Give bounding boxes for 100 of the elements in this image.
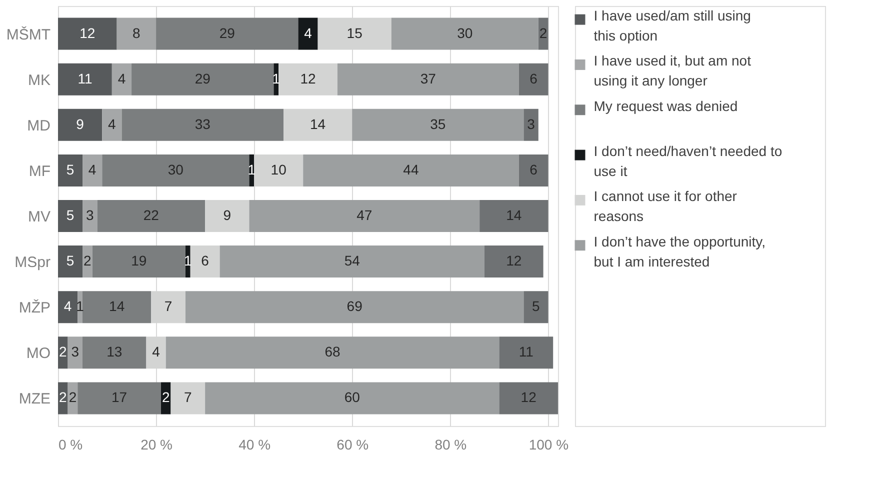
data-label: 3	[86, 207, 94, 223]
bar	[278, 63, 338, 96]
data-label: 6	[530, 161, 538, 178]
data-label: 14	[506, 207, 522, 223]
bar	[82, 291, 152, 324]
bar	[68, 336, 83, 369]
bar	[58, 382, 68, 414]
bar	[166, 336, 500, 369]
data-label: 60	[344, 389, 360, 406]
bar	[391, 18, 538, 50]
data-label: 2	[59, 389, 68, 406]
bar	[122, 108, 284, 141]
data-label: 4	[64, 298, 72, 314]
legend-label: My request was denied	[594, 98, 738, 114]
bar	[518, 63, 548, 96]
data-label: 12	[506, 252, 522, 269]
data-label: 2	[84, 252, 92, 269]
data-label: 12	[520, 389, 537, 406]
bar	[170, 382, 206, 414]
y-tick-label: MŽP	[18, 298, 50, 317]
data-label: 7	[164, 298, 172, 314]
data-label: 11	[78, 70, 92, 86]
bar	[499, 336, 554, 369]
bar	[337, 63, 519, 96]
data-label: 10	[270, 161, 287, 178]
data-label: 29	[194, 70, 211, 86]
legend-label: I cannot use it for other reasons	[594, 188, 738, 224]
bar	[205, 382, 500, 414]
y-tick-label: MK	[28, 72, 50, 89]
bar	[283, 108, 352, 141]
bar	[298, 18, 318, 50]
x-tick-label: 20 %	[140, 436, 172, 452]
bar	[249, 200, 480, 232]
legend-label: I don’t need/haven’t needed to use it	[594, 143, 782, 180]
bar	[484, 246, 544, 278]
bar	[524, 291, 548, 324]
data-label: 3	[527, 116, 536, 132]
bar	[102, 108, 122, 141]
data-label: 2	[59, 344, 68, 360]
data-label: 17	[111, 389, 128, 406]
data-label: 15	[346, 24, 363, 41]
data-label: 68	[324, 344, 341, 360]
data-label: 29	[219, 24, 236, 41]
bar	[303, 154, 519, 186]
data-label: 4	[118, 70, 126, 86]
bar	[58, 18, 117, 50]
data-label: 30	[457, 24, 473, 41]
bar	[116, 18, 156, 50]
data-label: 9	[223, 207, 232, 223]
data-label: 5	[66, 207, 74, 223]
bar	[82, 246, 92, 278]
data-label: 8	[132, 24, 141, 41]
bar	[97, 200, 206, 232]
legend-label: I don’t have the opportunity, but I am interested	[594, 233, 766, 270]
bar	[58, 246, 83, 278]
y-tick-label: MO	[26, 345, 50, 362]
bar	[82, 154, 102, 186]
bar	[82, 336, 146, 369]
data-label: 4	[304, 24, 312, 41]
data-label: 14	[109, 298, 125, 314]
data-label: 2	[162, 389, 170, 406]
data-label: 7	[184, 389, 192, 406]
bar	[132, 63, 274, 96]
bar	[58, 200, 83, 232]
data-label: 2	[539, 24, 548, 41]
data-label: 33	[194, 116, 211, 132]
x-tick-label: 40 %	[238, 436, 271, 452]
bar	[58, 63, 112, 96]
data-label: 11	[518, 344, 534, 360]
data-label: 44	[403, 161, 419, 178]
data-label: 5	[532, 298, 540, 314]
data-label: 6	[201, 252, 210, 269]
data-label: 5	[66, 252, 74, 269]
data-label: 3	[71, 344, 80, 360]
bar	[524, 108, 538, 141]
y-tick-label: MZE	[18, 390, 50, 408]
bar	[352, 108, 524, 141]
bar	[58, 154, 83, 186]
data-label: 47	[356, 207, 372, 223]
data-label: 4	[88, 161, 96, 178]
bar	[518, 154, 548, 186]
bar	[480, 200, 548, 232]
x-tick-label: 0 %	[58, 436, 83, 452]
data-label: 22	[143, 207, 160, 223]
bar	[185, 291, 524, 324]
bar	[499, 382, 558, 414]
data-label: 14	[310, 116, 326, 132]
bar	[190, 246, 220, 278]
data-label: 12	[80, 24, 96, 41]
data-label: 12	[300, 70, 316, 86]
y-tick-label: MSpr	[14, 254, 50, 272]
data-label: 13	[106, 344, 122, 360]
data-label: 69	[346, 298, 363, 314]
data-label: 54	[344, 252, 360, 269]
legend-label: I have used it, but am not using it any longer	[594, 52, 752, 89]
bar	[102, 154, 250, 186]
x-tick-label: 60 %	[336, 436, 369, 452]
data-label: 4	[152, 344, 160, 360]
bar	[58, 336, 68, 369]
bar	[112, 63, 132, 96]
